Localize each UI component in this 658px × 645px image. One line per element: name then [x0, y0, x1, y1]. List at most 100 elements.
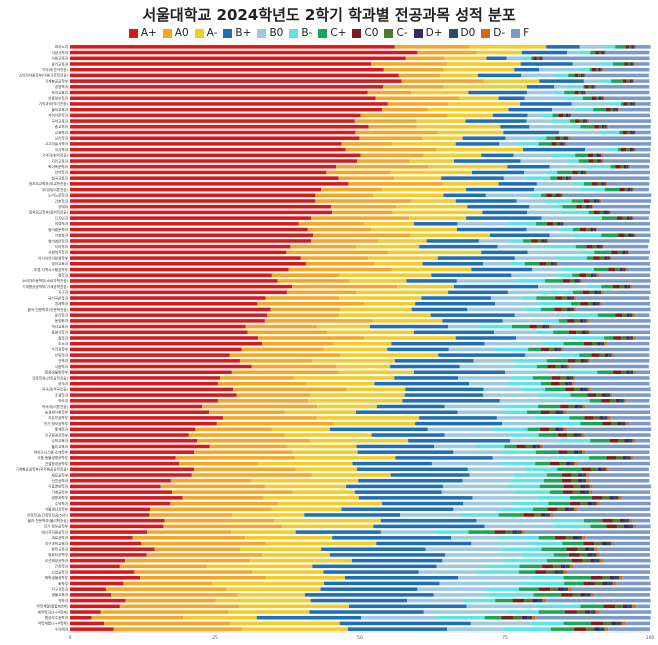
bar-segment [292, 450, 358, 454]
bar-segment [70, 341, 262, 346]
bar-segment [70, 370, 232, 375]
bar-segment [559, 381, 566, 386]
bar-segment [600, 79, 612, 83]
bar-segment [70, 136, 360, 140]
category-label: 에너지자원공학과 [42, 529, 69, 534]
bar-segment [441, 176, 504, 180]
bar-segment [70, 541, 142, 546]
bar-segment [535, 330, 554, 335]
category-label: 건축학과(건축학전공(5년)) [27, 512, 69, 517]
bar-segment [587, 501, 592, 506]
category-label: 제약학과(2+4학제) [38, 609, 69, 614]
category-label: 국어국문학과 [48, 295, 69, 300]
bar-segment [545, 324, 550, 329]
bar-segment [536, 444, 541, 449]
bar-segment [371, 433, 445, 437]
bar-segment [532, 444, 537, 449]
bar-segment [580, 73, 583, 78]
bar-segment [533, 56, 537, 61]
x-tick-label: 50 [357, 635, 363, 641]
bar-segment [437, 256, 515, 260]
bar-segment [70, 518, 165, 523]
category-label: 기계항공공학부 [45, 78, 69, 83]
bar-segment [610, 107, 614, 112]
bar-segment [469, 381, 508, 386]
bar-segment [549, 239, 650, 243]
bar-segment [564, 610, 577, 614]
bar-segment [596, 67, 599, 72]
bar-segment [556, 262, 559, 266]
bar-segment [589, 490, 592, 494]
bar-segment [540, 193, 547, 198]
bar-segment [563, 427, 567, 432]
bar-segment [589, 119, 652, 123]
category-label: 국악교육과 [51, 118, 68, 123]
legend-swatch [289, 28, 299, 38]
bar-segment [561, 307, 568, 312]
bar-segment [141, 541, 266, 546]
bar-segment [616, 581, 651, 586]
bar-segment [481, 250, 528, 255]
legend-item-dplus: D+ [413, 27, 443, 39]
bar-segment [616, 216, 623, 220]
bar-segment [499, 142, 517, 146]
bar-segment [502, 627, 551, 631]
category-label: 경제학과 [55, 301, 69, 306]
bar-segment [593, 199, 597, 203]
bar-segment [397, 284, 454, 289]
bar-segment [611, 210, 650, 215]
bar-segment [606, 541, 612, 546]
bar-segment [586, 244, 593, 249]
bar-segment [516, 336, 572, 340]
bar-segment [257, 336, 365, 340]
bar-segment [596, 273, 599, 277]
bar-segment [232, 513, 305, 517]
bar-segment [609, 256, 612, 260]
bar-segment [239, 604, 349, 609]
bar-segment [578, 67, 590, 72]
bar-segment [70, 324, 246, 329]
category-label: 윤리교육과 [51, 61, 68, 66]
bar-segment [541, 239, 545, 243]
bar-segment [70, 376, 221, 380]
bar-segment [70, 45, 395, 49]
bar-segment [556, 142, 561, 146]
bar-segment [612, 581, 617, 586]
bar-segment [516, 142, 539, 146]
bar-segment [605, 467, 609, 472]
bar-segment [486, 587, 519, 591]
bar-segment [601, 96, 604, 101]
bar-segment [592, 341, 598, 346]
bar-segment [70, 627, 114, 631]
bar-segment [458, 575, 532, 580]
bar-segment [567, 364, 570, 369]
category-label: 지구과 [58, 290, 69, 295]
bar-segment [633, 456, 650, 460]
bar-segment [565, 461, 570, 466]
bar-segment [527, 427, 540, 432]
bar-segment [597, 182, 602, 186]
bar-segment [597, 547, 650, 551]
bar-segment [70, 307, 271, 312]
bar-segment [217, 381, 306, 386]
bar-segment [535, 615, 651, 620]
bar-segment [590, 227, 594, 232]
bar-segment [623, 164, 627, 169]
bar-segment [524, 307, 541, 312]
bar-segment [584, 359, 588, 363]
bar-segment [604, 341, 607, 346]
bar-segment [601, 153, 604, 158]
bar-segment [554, 307, 562, 312]
category-label: 언론정보학과 [48, 96, 69, 101]
bar-segment [565, 176, 569, 180]
bar-segment [611, 250, 618, 255]
bar-segment [571, 478, 579, 483]
bar-segment [619, 267, 623, 272]
bar-segment [500, 125, 530, 129]
bar-segment [573, 564, 650, 569]
bar-segment [599, 210, 604, 215]
bar-segment [625, 250, 628, 255]
bar-segment [598, 610, 652, 614]
bar-segment [195, 427, 272, 432]
bar-segment [292, 284, 398, 289]
